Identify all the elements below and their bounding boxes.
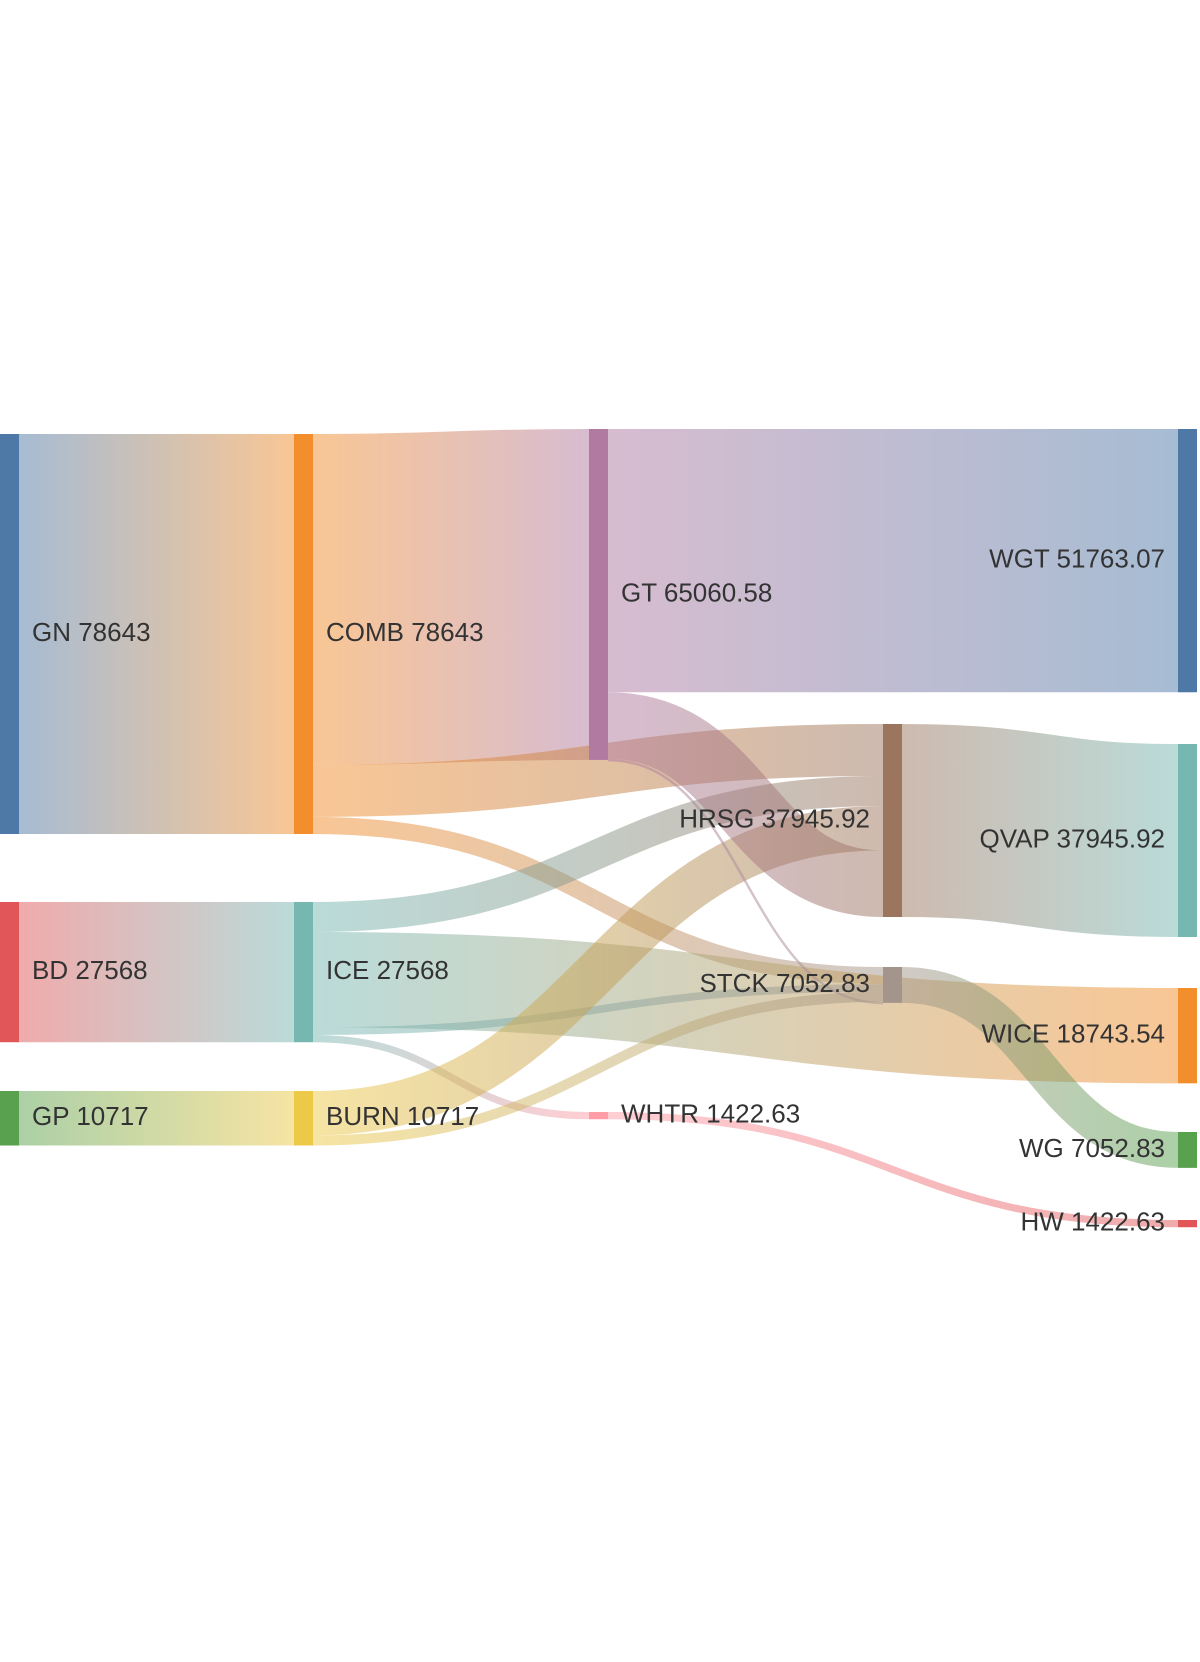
node-label-comb: COMB 78643: [326, 617, 484, 647]
link-gt-stck: [607, 758, 884, 1005]
node-label-gt: GT 65060.58: [621, 577, 772, 607]
link-comb-gt: [312, 429, 590, 765]
node-label-bd: BD 27568: [32, 955, 148, 985]
node-label-qvap: QVAP 37945.92: [979, 823, 1165, 853]
node-burn: [294, 1091, 313, 1146]
node-ice: [294, 902, 313, 1043]
node-label-gp: GP 10717: [32, 1101, 149, 1131]
node-label-gn: GN 78643: [32, 617, 151, 647]
node-label-wg: WG 7052.83: [1019, 1133, 1165, 1163]
node-qvap: [1178, 744, 1197, 938]
node-label-ice: ICE 27568: [326, 955, 449, 985]
node-label-wice: WICE 18743.54: [981, 1019, 1165, 1049]
node-hrsg: [883, 724, 902, 918]
labels-layer: GN 78643 BD 27568 GP 10717 COMB 78643 ICE 27…: [32, 544, 1165, 1237]
link-stck-wg: [901, 966, 1179, 1168]
links-layer: [19, 429, 1179, 1228]
link-comb-hrsg: [312, 723, 884, 817]
node-label-hrsg: HRSG 37945.92: [679, 803, 870, 833]
link-ice-stck: [312, 984, 884, 1035]
node-gp: [0, 1091, 19, 1146]
link-burn-stck: [312, 991, 884, 1146]
node-gn: [0, 434, 19, 834]
node-whtr: [589, 1112, 608, 1120]
link-hrsg-qvap: [901, 724, 1179, 938]
node-label-burn: BURN 10717: [326, 1101, 479, 1131]
node-stck: [883, 967, 902, 1003]
node-label-stck: STCK 7052.83: [699, 968, 870, 998]
node-wg: [1178, 1132, 1197, 1168]
nodes-layer: [0, 429, 1197, 1228]
node-wice: [1178, 988, 1197, 1084]
node-wgt: [1178, 429, 1197, 693]
node-gt: [589, 429, 608, 760]
node-comb: [294, 434, 313, 834]
node-label-hw: HW 1422.63: [1020, 1206, 1165, 1236]
link-gt-hrsg: [606, 692, 885, 918]
link-whtr-hw: [607, 1112, 1179, 1228]
node-label-whtr: WHTR 1422.63: [621, 1098, 800, 1128]
node-bd: [0, 902, 19, 1043]
node-label-wgt: WGT 51763.07: [989, 544, 1165, 574]
node-hw: [1178, 1220, 1197, 1228]
